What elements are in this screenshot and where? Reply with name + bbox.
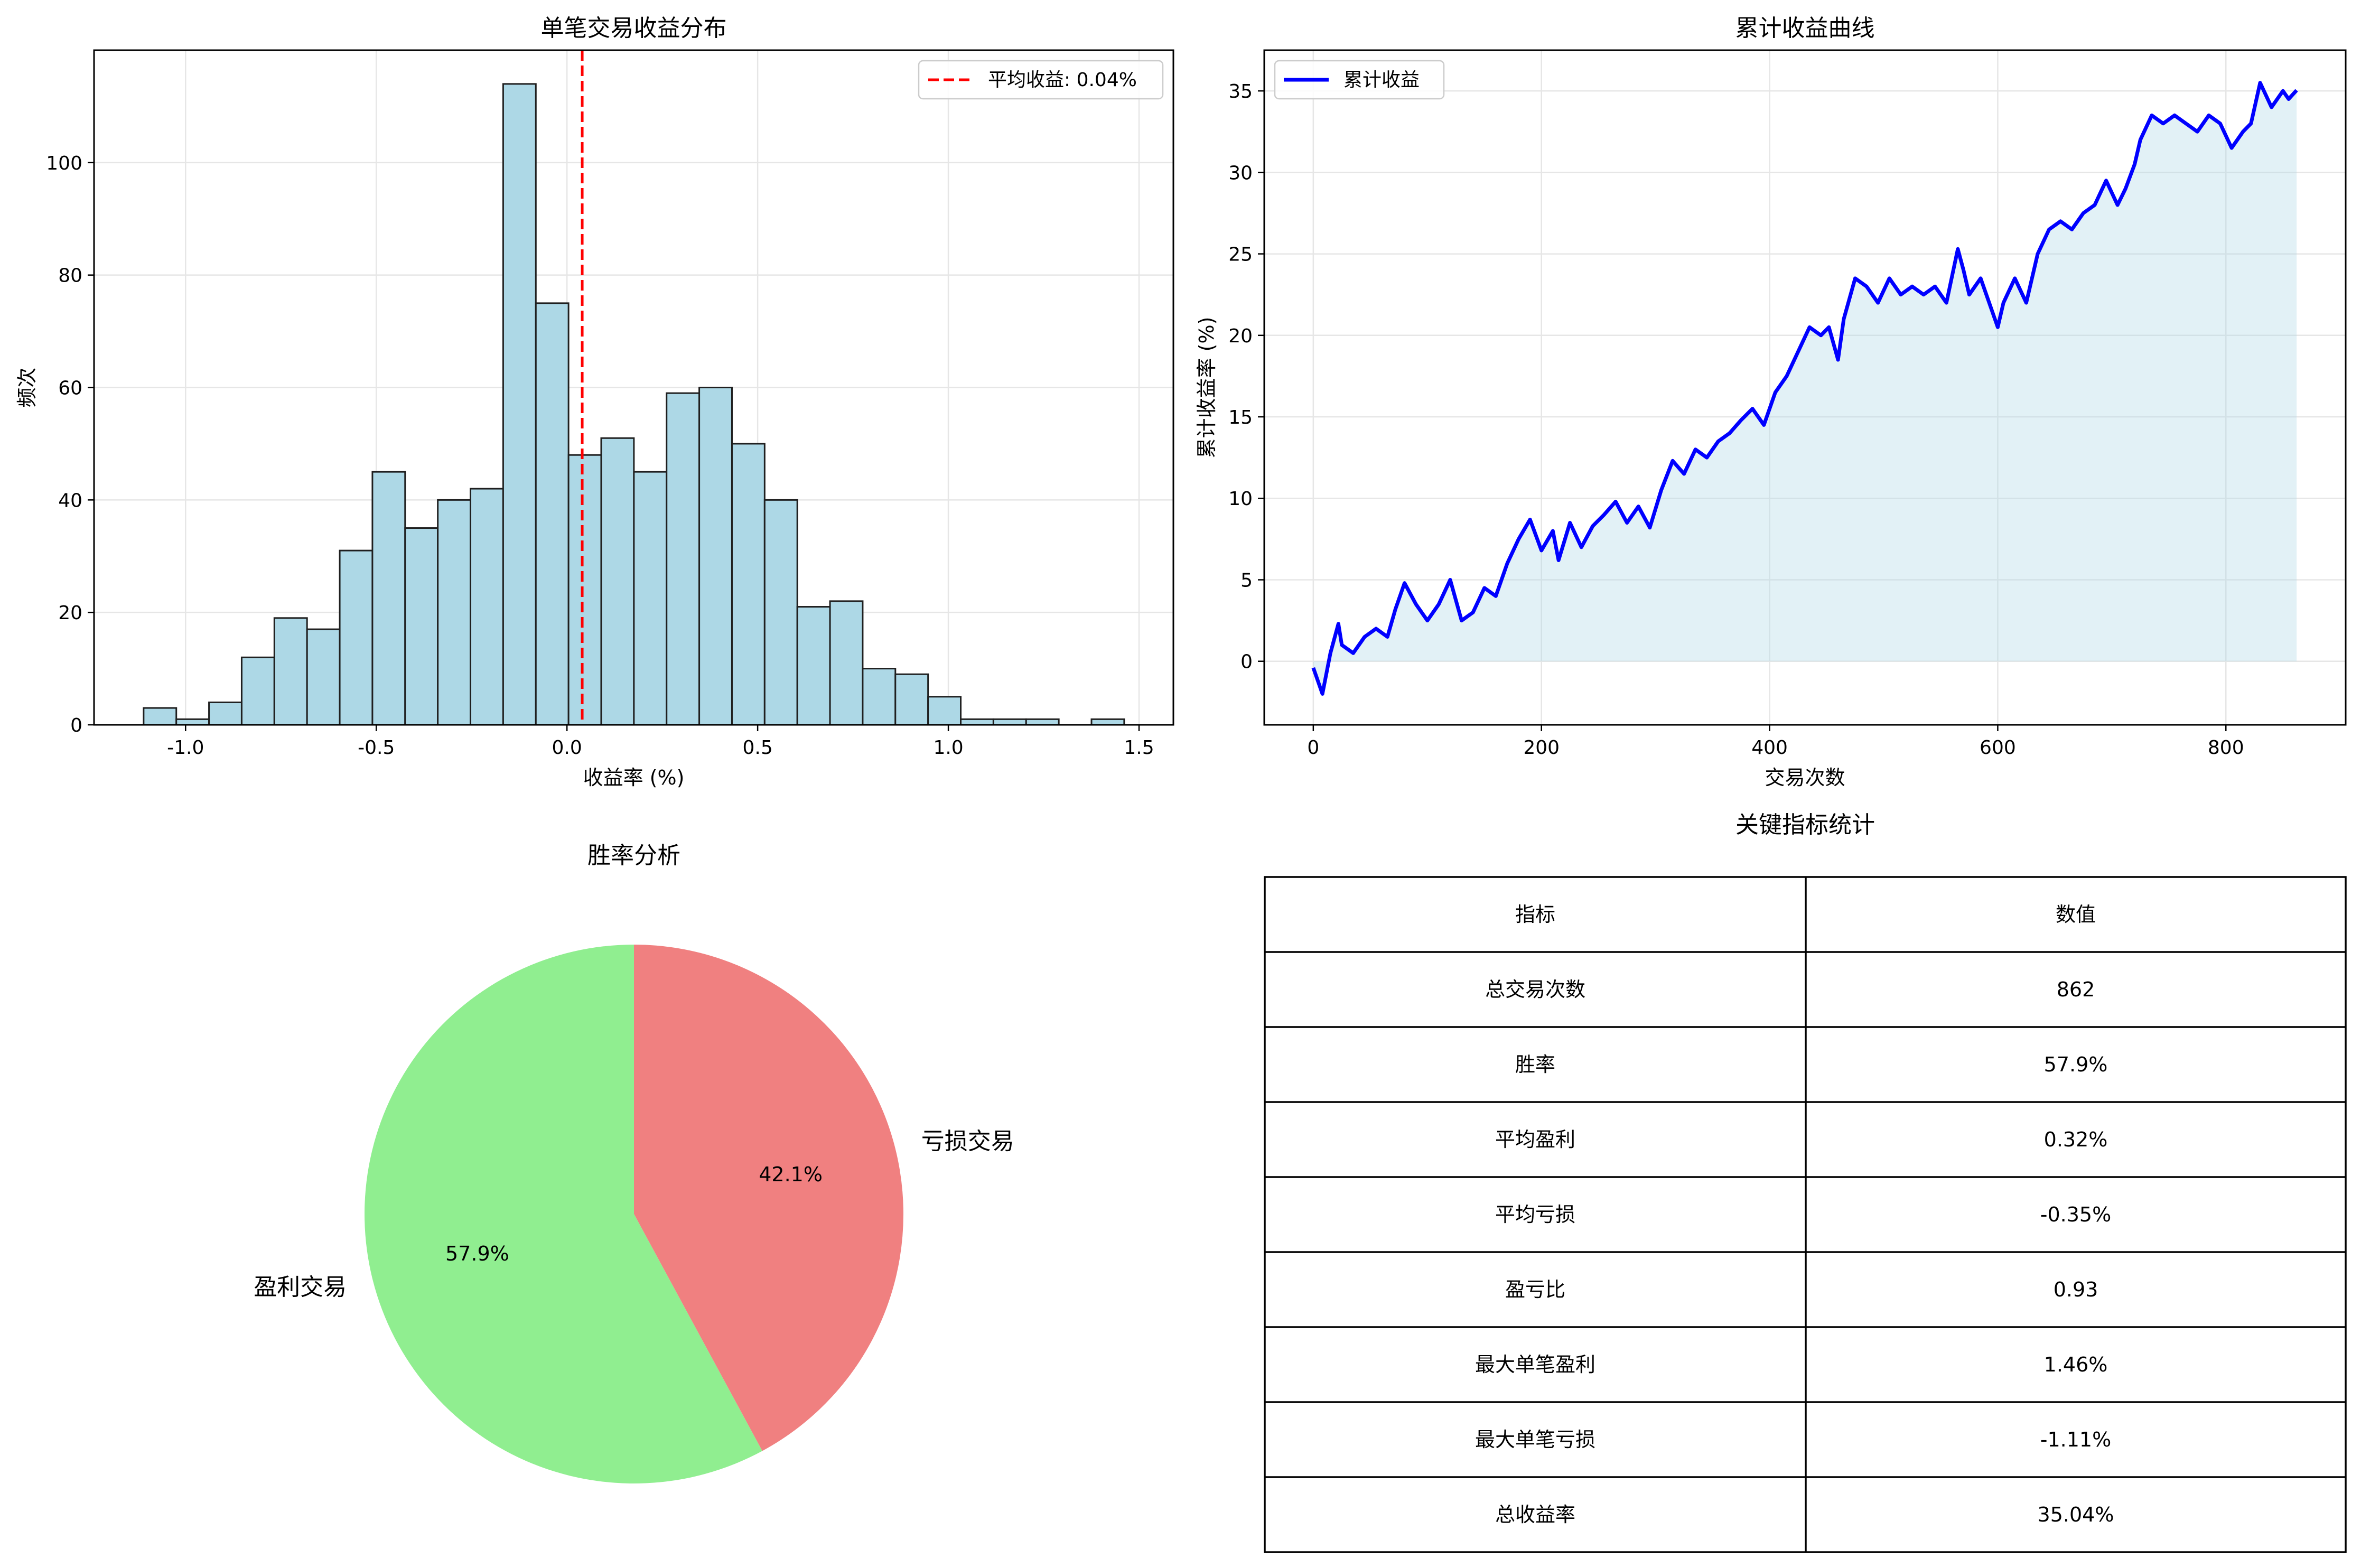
x-axis-label: 收益率 (%) — [583, 766, 685, 789]
histogram-bar — [502, 83, 537, 726]
x-tick-label: 1.5 — [1124, 737, 1154, 759]
histogram-bar — [600, 437, 635, 726]
x-tick-label: 600 — [1980, 737, 2016, 759]
histogram-bar — [992, 718, 1027, 726]
histogram-bar — [698, 387, 733, 726]
y-tick-label: 30 — [1228, 162, 1253, 184]
histogram-panel: -1.0 -0.5 0.0 0.5 1.0 1.5 0 20 40 60 80 100 平均收益: 0.… — [15, 15, 1174, 789]
pie-percent-label: 42.1% — [759, 1163, 823, 1186]
histogram-bar — [796, 606, 831, 726]
pie-slice-label: 盈利交易 — [254, 1274, 347, 1301]
table-value-cell: 0.93 — [2054, 1278, 2098, 1301]
y-tick-label: 25 — [1228, 244, 1253, 266]
table-value-cell: 1.46% — [2044, 1353, 2108, 1376]
table-value-cell: 35.04% — [2038, 1503, 2114, 1526]
x-axis-label: 交易次数 — [1765, 766, 1845, 789]
histogram-bar — [960, 718, 994, 726]
table-metric-cell: 盈亏比 — [1505, 1278, 1565, 1301]
histogram-bar — [731, 443, 766, 726]
histogram-bar — [535, 302, 570, 726]
table-value-cell: 862 — [2057, 978, 2095, 1001]
cumulative-return-panel: 0 200 400 600 800 0 5 10 15 20 25 30 35 累计收益 累计收益曲线交易次… — [1195, 15, 2347, 789]
y-tick-label: 60 — [58, 378, 82, 399]
x-tick-label: 200 — [1523, 737, 1560, 759]
histogram-bar — [306, 628, 341, 726]
chart-title: 胜率分析 — [587, 842, 680, 869]
x-tick-label: -1.0 — [167, 737, 204, 759]
legend-mean-line-label: 平均收益: 0.04% — [988, 69, 1137, 91]
histogram-bar — [175, 718, 210, 726]
histogram-bar — [894, 673, 929, 726]
table-value-cell: -0.35% — [2040, 1203, 2111, 1226]
cumulative-fill-area — [1313, 82, 2297, 694]
x-tick-label: 0.5 — [742, 737, 772, 759]
y-tick-label: 100 — [46, 153, 82, 174]
y-tick-label: 80 — [58, 265, 82, 287]
legend-series-label: 累计收益 — [1343, 69, 1420, 91]
table-value-cell: 57.9% — [2044, 1053, 2108, 1076]
table-metric-cell: 平均盈利 — [1495, 1128, 1575, 1151]
histogram-bar — [371, 471, 406, 726]
y-axis-label: 频次 — [15, 367, 39, 407]
pie-slice — [365, 945, 762, 1483]
histogram-bar — [567, 454, 602, 726]
table-value-cell: -1.11% — [2040, 1428, 2111, 1451]
histogram-bar — [1090, 718, 1125, 726]
chart-title: 累计收益曲线 — [1735, 15, 1875, 42]
table-header-cell: 指标 — [1515, 903, 1555, 926]
histogram-bar — [666, 392, 701, 726]
y-tick-label: 20 — [1228, 325, 1253, 347]
table-metric-cell: 最大单笔亏损 — [1475, 1428, 1595, 1451]
histogram-bar — [143, 707, 178, 726]
pie-percent-label: 57.9% — [445, 1242, 509, 1265]
histogram-bar — [927, 696, 962, 726]
histogram-bar — [437, 499, 472, 726]
pie-slice — [634, 945, 904, 1451]
x-tick-label: 800 — [2208, 737, 2244, 759]
x-tick-label: 0 — [1307, 737, 1319, 759]
histogram-bar — [273, 617, 308, 726]
table-metric-cell: 最大单笔盈利 — [1475, 1353, 1595, 1376]
histogram-bar — [763, 499, 798, 726]
y-tick-label: 0 — [1240, 651, 1253, 673]
histogram-bar — [470, 488, 504, 726]
histogram-bar — [633, 471, 668, 726]
win-rate-pie-panel: 42.1% 亏损交易 57.9% 盈利交易 胜率分析 — [254, 842, 1014, 1483]
y-tick-label: 35 — [1228, 81, 1253, 102]
table-header-cell: 数值 — [2056, 903, 2096, 926]
legend-box — [1274, 60, 1445, 100]
x-tick-label: 400 — [1751, 737, 1788, 759]
histogram-bar — [339, 549, 374, 726]
plot-frame — [93, 49, 1174, 726]
x-tick-label: 0.0 — [552, 737, 582, 759]
histogram-bar — [829, 600, 864, 726]
y-tick-label: 15 — [1228, 407, 1253, 428]
y-tick-label: 5 — [1240, 570, 1253, 591]
table-metric-cell: 总收益率 — [1495, 1503, 1575, 1526]
table-title: 关键指标统计 — [1735, 811, 1875, 838]
histogram-bar — [1025, 718, 1060, 726]
cumulative-return-line — [1311, 81, 2298, 696]
legend-box — [918, 60, 1164, 100]
chart-title: 单笔交易收益分布 — [541, 15, 727, 42]
table-metric-cell: 平均亏损 — [1495, 1203, 1575, 1226]
table-metric-cell: 总交易次数 — [1485, 978, 1585, 1001]
plot-frame — [1263, 49, 2347, 726]
histogram-bar — [862, 668, 897, 726]
x-tick-label: -0.5 — [358, 737, 395, 759]
y-tick-label: 0 — [70, 715, 82, 736]
histogram-bar — [208, 701, 242, 726]
y-axis-label: 累计收益率 (%) — [1195, 317, 1218, 459]
pie-slice-label: 亏损交易 — [921, 1128, 1014, 1155]
x-tick-label: 1.0 — [933, 737, 963, 759]
histogram-bar — [404, 527, 439, 726]
table-value-cell: 0.32% — [2044, 1128, 2108, 1151]
y-tick-label: 10 — [1228, 488, 1253, 510]
y-tick-label: 40 — [58, 490, 82, 511]
histogram-bar — [240, 656, 275, 726]
y-tick-label: 20 — [58, 602, 82, 624]
table-metric-cell: 胜率 — [1515, 1053, 1555, 1076]
